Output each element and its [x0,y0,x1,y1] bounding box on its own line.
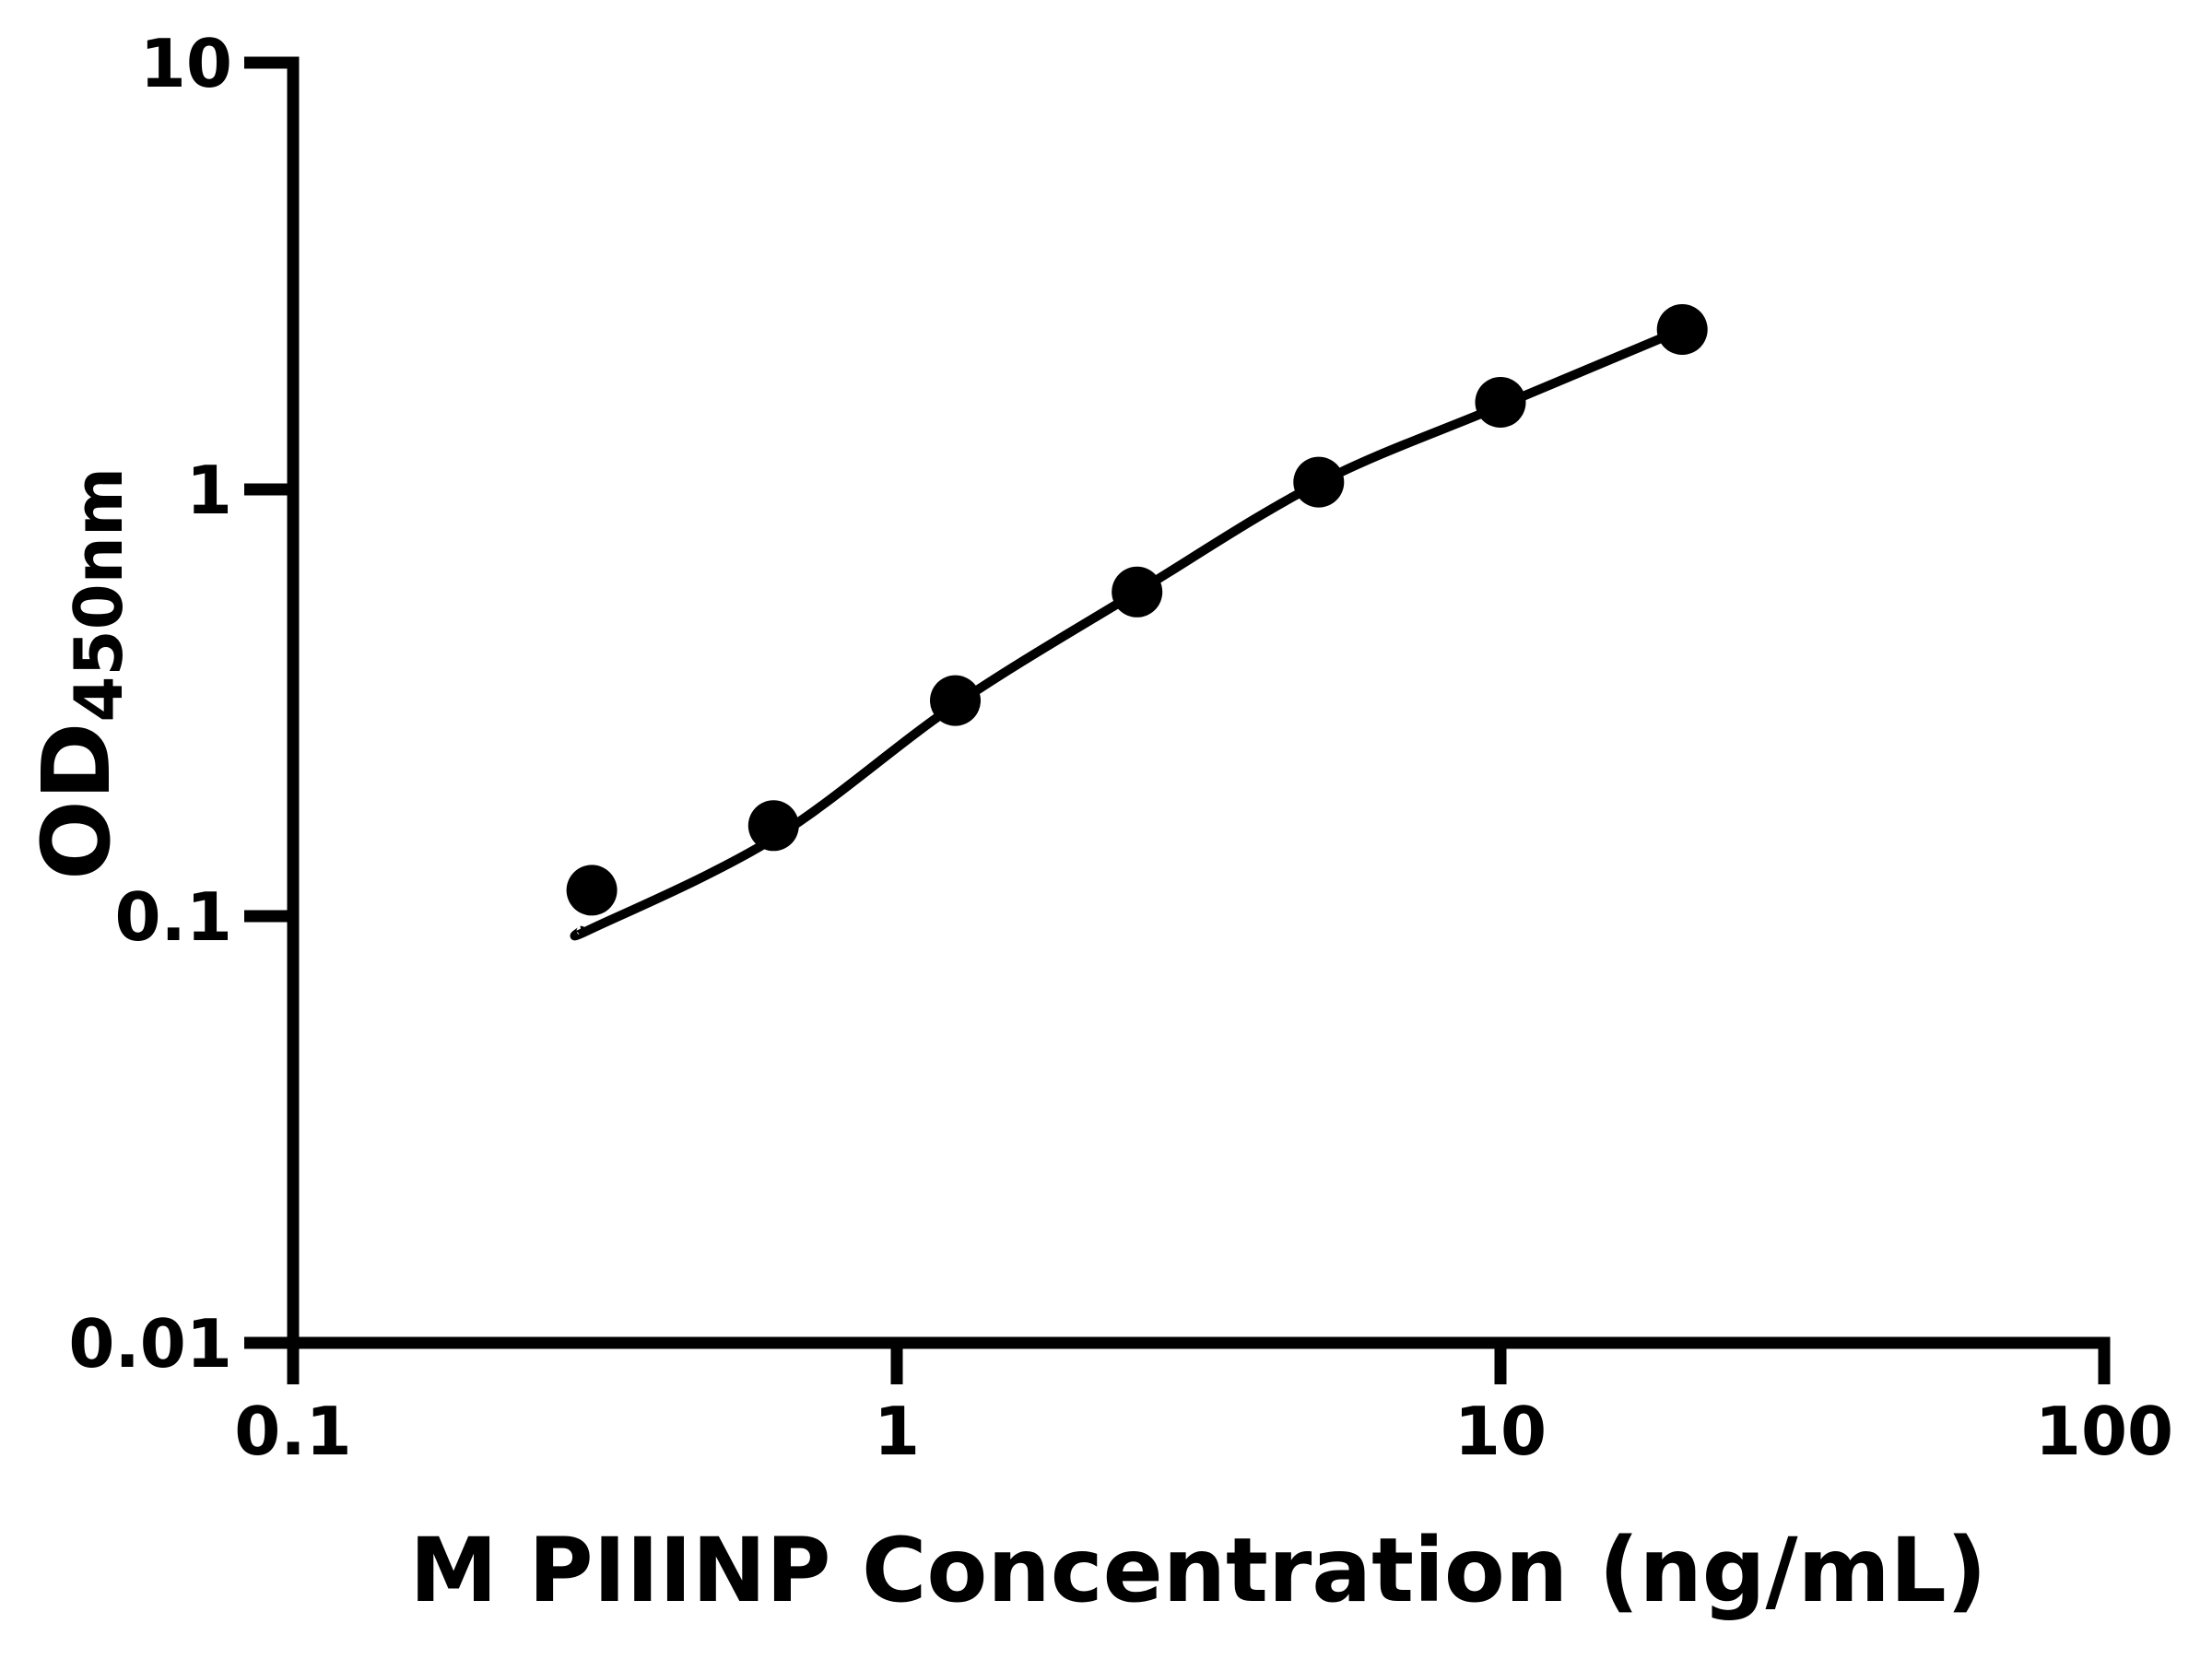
data-point [1112,566,1163,618]
x-tick-labels: 0.1 1 10 100 [234,1393,2173,1470]
y-tick-labels: 0.01 0.1 1 10 [68,25,232,1382]
x-tick-label: 1 [874,1393,920,1470]
data-point [1656,304,1708,355]
data-point [1475,377,1526,428]
y-axis-title-main: OD [22,723,132,880]
x-axis-title: M PIIINP Concentration (ng/mL) [409,1519,1986,1622]
y-axis-title-subscript: 450nm [60,467,137,723]
y-tick-label: 0.1 [114,878,232,956]
y-axis-title: OD450nm [22,467,137,880]
y-tick-label: 0.01 [68,1305,232,1382]
data-point [1293,456,1345,508]
x-tick-label: 100 [2035,1393,2173,1470]
data-points [566,304,1708,916]
x-tick-label: 10 [1454,1393,1547,1470]
y-tick-label: 10 [140,25,232,102]
y-ticks [244,56,293,1349]
y-tick-label: 1 [186,452,232,529]
data-point [930,675,981,726]
y-axis: 0.01 0.1 1 10 [68,25,300,1382]
data-point [747,800,799,852]
x-tick-label: 0.1 [234,1393,352,1470]
data-point [566,865,618,916]
x-ticks [287,1343,2111,1384]
x-axis: 0.1 1 10 100 [234,1336,2173,1470]
